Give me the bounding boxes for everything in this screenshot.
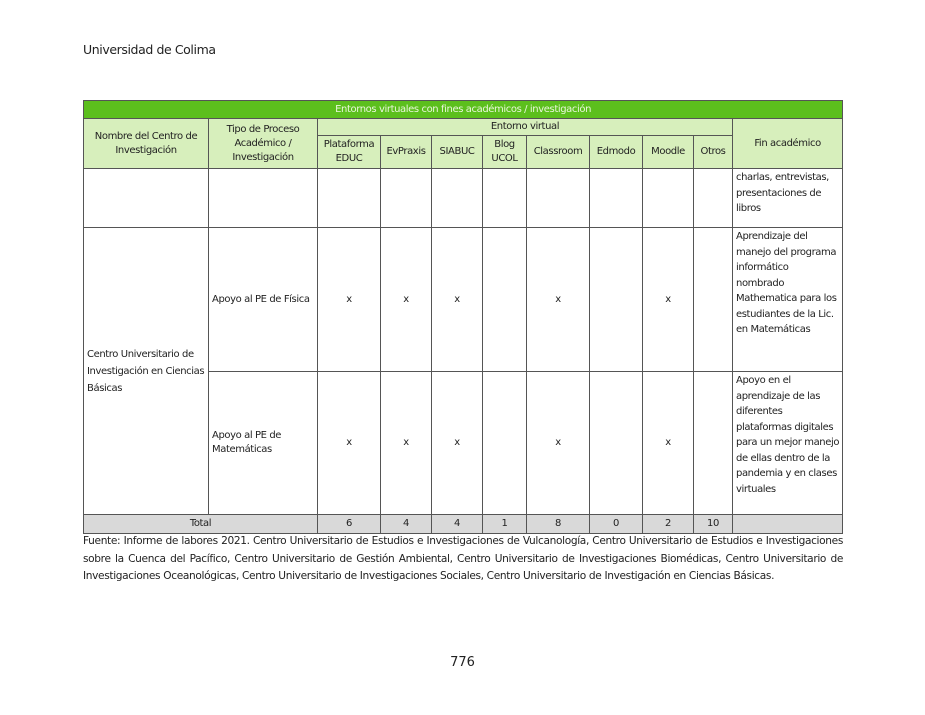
total-label: Total bbox=[83, 514, 318, 534]
mark-cell: x bbox=[431, 227, 483, 372]
center-name-cell: Centro Universitario de Investigación en… bbox=[83, 227, 209, 515]
header-platform: Moodle bbox=[642, 135, 694, 169]
total-value: 4 bbox=[431, 514, 483, 534]
table-row: Apoyo al PE de Matemáticas x x x x x Apo… bbox=[84, 371, 844, 515]
header-platform: Plataforma EDUC bbox=[317, 135, 381, 169]
page-number: 776 bbox=[450, 655, 475, 670]
goal-cell: Apoyo en el aprendizaje de las diferente… bbox=[731, 371, 844, 515]
mark-cell bbox=[589, 227, 643, 372]
table-row: Centro Universitario de Investigación en… bbox=[83, 227, 844, 515]
mark-cell bbox=[693, 371, 733, 515]
mark-cell: x bbox=[317, 227, 381, 372]
mark-cell bbox=[482, 371, 527, 515]
mark-cell: x bbox=[642, 227, 694, 372]
virtual-environments-table: Entornos virtuales con fines académicos … bbox=[82, 100, 844, 534]
mark-cell: x bbox=[317, 371, 381, 515]
total-value: 2 bbox=[642, 514, 694, 534]
mark-cell: x bbox=[380, 371, 432, 515]
goal-cell: charlas, entrevistas, presentaciones de … bbox=[731, 168, 844, 228]
header-platform: Blog UCOL bbox=[482, 135, 527, 169]
header-platform: Otros bbox=[693, 135, 733, 169]
mark-cell: x bbox=[526, 227, 590, 372]
header-virtual-environment: Entorno virtual bbox=[317, 118, 733, 136]
header-platform: EvPraxis bbox=[380, 135, 432, 169]
total-value: 4 bbox=[380, 514, 432, 534]
mark-cell: x bbox=[642, 371, 694, 515]
process-cell: Apoyo al PE de Física bbox=[208, 227, 318, 372]
running-head: Universidad de Colima bbox=[83, 42, 216, 57]
process-cell: Apoyo al PE de Matemáticas bbox=[208, 371, 318, 515]
mark-cell bbox=[589, 371, 643, 515]
table-row: charlas, entrevistas, presentaciones de … bbox=[83, 168, 844, 228]
header-process: Tipo de Proceso Académico / Investigació… bbox=[208, 118, 318, 169]
total-value: 0 bbox=[589, 514, 643, 534]
total-value: 8 bbox=[526, 514, 590, 534]
mark-cell bbox=[482, 227, 527, 372]
total-value: 1 bbox=[482, 514, 527, 534]
mark-cell: x bbox=[526, 371, 590, 515]
header-goal: Fin académico bbox=[731, 118, 844, 169]
goal-cell: Aprendizaje del manejo del programa info… bbox=[731, 227, 844, 372]
table-title: Entornos virtuales con fines académicos … bbox=[82, 100, 844, 119]
header-platform: Classroom bbox=[526, 135, 590, 169]
mark-cell: x bbox=[380, 227, 432, 372]
header-platform: Edmodo bbox=[589, 135, 643, 169]
mark-cell: x bbox=[431, 371, 483, 515]
total-value: 6 bbox=[317, 514, 381, 534]
source-note: Fuente: Informe de labores 2021. Centro … bbox=[83, 535, 843, 582]
header-platform: SIABUC bbox=[431, 135, 483, 169]
total-value: 10 bbox=[693, 514, 733, 534]
total-row: Total 6 4 4 1 8 0 2 10 bbox=[83, 514, 844, 534]
header-center: Nombre del Centro de Investigación bbox=[83, 118, 209, 169]
mark-cell bbox=[693, 227, 733, 372]
